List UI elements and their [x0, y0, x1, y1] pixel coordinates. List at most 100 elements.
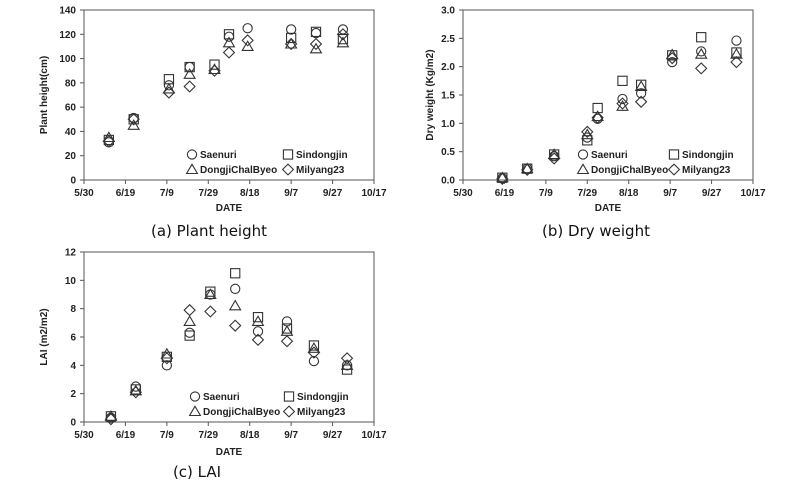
data-point-saenuri — [696, 46, 707, 57]
data-point-sindongjin — [696, 32, 707, 43]
legend-label: Milyang23 — [296, 165, 345, 176]
x-tick-label: 5/30 — [74, 430, 94, 441]
data-point-milyang23 — [183, 303, 196, 317]
y-tick-label: 140 — [59, 6, 76, 17]
x-tick-label: 8/18 — [619, 188, 639, 199]
y-tick-label: 0 — [70, 418, 76, 429]
data-point-sindongjin — [205, 286, 216, 297]
legend-label: Sindongjin — [682, 150, 734, 161]
data-point-milyang23 — [730, 55, 743, 69]
chart-caption: (c) LAI — [173, 463, 221, 481]
x-tick-label: 9/27 — [323, 188, 343, 199]
y-tick-label: 120 — [59, 30, 76, 41]
y-tick-label: 100 — [59, 54, 76, 65]
data-point-sindongjin — [582, 135, 593, 146]
legend-marker-sindongjin — [282, 149, 294, 160]
x-axis-label: DATE — [216, 447, 243, 458]
data-point-milyang23 — [241, 34, 254, 47]
x-tick-label: 10/17 — [361, 430, 386, 441]
data-point-milyang23 — [127, 113, 140, 126]
data-point-sindongjin — [184, 61, 195, 73]
y-axis-label: Dry weight (Kg/m2) — [425, 49, 436, 140]
x-tick-label: 10/17 — [740, 188, 765, 199]
data-point-milyang23 — [208, 64, 221, 77]
legend-marker-sindongjin — [668, 149, 680, 160]
x-tick-label: 7/29 — [578, 188, 598, 199]
data-point-sindongjin — [667, 50, 678, 61]
legend-label: Milyang23 — [297, 407, 346, 418]
data-point-sindongjin — [209, 59, 220, 70]
data-point-sindongjin — [281, 323, 293, 334]
y-tick-label: 6 — [70, 333, 76, 344]
data-point-saenuri — [242, 23, 253, 34]
data-point-saenuri — [184, 61, 195, 73]
data-point-milyang23 — [160, 352, 174, 365]
data-point-dongjichalbyeo — [307, 342, 321, 353]
data-point-milyang23 — [547, 152, 561, 165]
y-tick-label: 12 — [65, 248, 77, 259]
data-point-dongjichalbyeo — [634, 80, 648, 92]
data-point-dongjichalbyeo — [203, 288, 217, 300]
y-tick-label: 80 — [65, 78, 77, 89]
data-point-dongjichalbyeo — [495, 171, 509, 183]
data-point-sindongjin — [230, 268, 241, 279]
data-point-milyang23 — [129, 386, 142, 399]
data-point-dongjichalbyeo — [730, 47, 743, 59]
y-tick-label: 0.0 — [441, 176, 455, 187]
data-point-milyang23 — [284, 37, 298, 51]
data-point-dongjichalbyeo — [160, 347, 174, 359]
y-tick-label: 0.5 — [441, 147, 455, 158]
data-point-sindongjin — [635, 79, 647, 90]
data-point-milyang23 — [307, 346, 321, 359]
legend-marker-dongjichalbyeo — [576, 163, 590, 175]
data-point-saenuri — [184, 327, 195, 338]
y-axis-label: Plant height(cm) — [39, 56, 50, 134]
legend-marker-milyang23 — [667, 163, 681, 176]
legend-marker-dongjichalbyeo — [185, 163, 199, 175]
data-point-saenuri — [281, 316, 293, 327]
legend-marker-saenuri — [186, 149, 198, 160]
chart-caption: (b) Dry weight — [542, 222, 650, 240]
data-point-dongjichalbyeo — [228, 299, 242, 311]
legend-label: Sindongjin — [296, 150, 348, 161]
data-point-milyang23 — [204, 305, 217, 318]
data-point-dongjichalbyeo — [183, 315, 197, 326]
data-point-dongjichalbyeo — [102, 131, 116, 143]
data-point-milyang23 — [496, 172, 509, 186]
data-point-milyang23 — [581, 125, 594, 139]
data-point-sindongjin — [223, 29, 235, 40]
x-tick-label: 8/18 — [240, 188, 260, 199]
x-tick-label: 7/9 — [160, 188, 174, 199]
data-point-milyang23 — [591, 111, 604, 124]
y-tick-label: 1.5 — [441, 91, 455, 102]
data-point-dongjichalbyeo — [162, 82, 176, 94]
data-point-milyang23 — [340, 352, 354, 365]
y-tick-label: 0 — [70, 176, 76, 187]
plot-frame — [83, 9, 375, 181]
x-tick-label: 9/27 — [323, 430, 343, 441]
legend-marker-dongjichalbyeo — [188, 405, 202, 417]
data-point-sindongjin — [337, 33, 349, 45]
x-tick-label: 9/27 — [702, 188, 722, 199]
x-tick-label: 5/30 — [453, 188, 473, 199]
data-point-saenuri — [308, 355, 320, 367]
data-point-dongjichalbyeo — [520, 162, 534, 174]
data-point-milyang23 — [104, 412, 118, 426]
data-point-saenuri — [161, 360, 173, 371]
data-point-saenuri — [285, 24, 297, 35]
y-tick-label: 4 — [70, 361, 76, 372]
data-point-milyang23 — [309, 37, 323, 51]
data-point-saenuri — [230, 283, 241, 294]
x-tick-label: 6/19 — [116, 430, 136, 441]
x-tick-label: 9/7 — [663, 188, 677, 199]
legend-label: DongjiChalByeo — [203, 407, 280, 418]
data-point-saenuri — [731, 35, 742, 46]
data-point-dongjichalbyeo — [127, 119, 141, 130]
x-tick-label: 7/29 — [199, 430, 219, 441]
legend-label: Milyang23 — [682, 165, 731, 176]
x-tick-label: 7/9 — [160, 430, 174, 441]
data-point-dongjichalbyeo — [284, 37, 298, 49]
data-point-dongjichalbyeo — [665, 48, 679, 60]
chart-caption: (a) Plant height — [151, 222, 267, 240]
